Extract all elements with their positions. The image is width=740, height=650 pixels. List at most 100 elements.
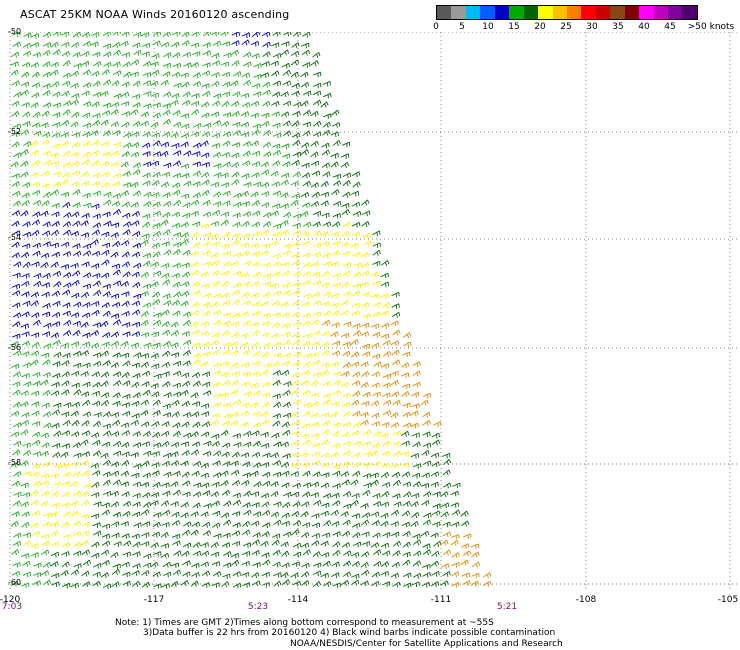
wind-barb <box>110 109 119 116</box>
wind-barb <box>341 332 350 339</box>
wind-barb <box>382 373 392 380</box>
wind-barb <box>52 373 61 379</box>
wind-barb <box>191 470 200 477</box>
wind-barb <box>311 319 320 326</box>
wind-barb <box>192 81 202 88</box>
wind-barb <box>291 420 301 427</box>
wind-barb <box>222 532 231 539</box>
wind-barb <box>280 541 289 548</box>
wind-barb <box>171 41 180 48</box>
wind-barb <box>430 581 440 588</box>
wind-barb <box>12 449 21 456</box>
wind-barb <box>223 52 232 59</box>
wind-barb <box>162 490 171 497</box>
wind-barb <box>160 552 170 559</box>
wind-barb <box>142 172 151 179</box>
wind-barb <box>242 320 251 327</box>
legend-tick-label: >50 knots <box>687 22 735 32</box>
wind-barb <box>132 231 141 237</box>
wind-barb <box>261 571 270 578</box>
wind-barb <box>261 229 270 236</box>
wind-barb <box>73 362 82 369</box>
wind-barb <box>352 323 361 329</box>
wind-barb <box>131 220 140 227</box>
wind-barb <box>162 71 171 78</box>
wind-barb <box>110 232 119 239</box>
wind-barb <box>342 421 351 428</box>
wind-barb <box>31 341 40 348</box>
wind-barb <box>131 59 140 66</box>
wind-barb <box>171 222 181 229</box>
wind-barb <box>362 313 371 320</box>
wind-barb <box>102 43 112 50</box>
wind-barb <box>331 221 341 228</box>
wind-barb <box>390 320 399 327</box>
wind-barb <box>292 501 301 508</box>
wind-barb <box>30 499 40 506</box>
wind-barb <box>51 221 60 227</box>
wind-barb <box>10 61 19 68</box>
wind-barb <box>280 111 290 118</box>
wind-barb <box>341 542 351 549</box>
wind-barb <box>152 140 161 147</box>
wind-barb <box>330 361 339 368</box>
wind-barb <box>190 251 199 257</box>
wind-barb <box>160 181 170 188</box>
wind-barb <box>370 479 379 486</box>
wind-barb <box>261 351 270 358</box>
wind-barb <box>22 362 31 368</box>
wind-barb <box>291 260 301 267</box>
wind-barb <box>142 131 151 138</box>
wind-barb <box>231 371 240 377</box>
wind-barb <box>211 132 221 139</box>
wind-barb <box>263 129 272 136</box>
wind-barb <box>170 132 179 139</box>
wind-barb <box>403 491 412 498</box>
wind-barb <box>32 431 41 438</box>
wind-barb <box>61 561 70 568</box>
wind-barb <box>191 521 201 528</box>
wind-barb <box>320 181 329 188</box>
wind-barb <box>330 131 339 138</box>
wind-barb <box>81 451 90 457</box>
wind-barb <box>281 62 290 69</box>
wind-barb <box>260 431 269 438</box>
wind-barb <box>102 490 112 497</box>
wind-barb <box>202 50 211 57</box>
wind-barb <box>140 320 149 327</box>
wind-barb <box>301 301 311 308</box>
wind-barb <box>151 391 160 398</box>
wind-barb <box>320 101 329 108</box>
wind-barb <box>22 261 31 268</box>
wind-barb <box>331 430 341 437</box>
wind-barb <box>50 61 59 68</box>
wind-barb <box>82 192 91 199</box>
wind-barb <box>132 563 141 569</box>
wind-barb <box>50 521 59 528</box>
wind-barb <box>200 403 210 409</box>
wind-barb <box>121 101 130 107</box>
wind-barb <box>82 141 91 148</box>
wind-barb <box>332 340 341 347</box>
wind-barb <box>282 352 292 359</box>
wind-barb <box>11 131 20 138</box>
wind-barb <box>80 220 89 227</box>
legend-tick-label: 45 <box>664 22 676 32</box>
wind-barb <box>83 483 92 489</box>
wind-barb <box>420 482 430 489</box>
wind-barb <box>271 111 280 118</box>
wind-barb <box>12 333 21 340</box>
wind-barb <box>92 80 101 87</box>
wind-barb <box>62 310 71 317</box>
wind-barb <box>380 501 389 508</box>
wind-barb <box>251 539 260 546</box>
wind-barb <box>13 152 22 159</box>
wind-barb <box>11 252 20 259</box>
wind-barb <box>313 71 322 78</box>
wind-barb <box>110 461 120 468</box>
wind-barb <box>13 91 22 98</box>
wind-barb <box>400 430 410 437</box>
wind-barb <box>172 569 182 576</box>
wind-barb <box>132 262 142 269</box>
wind-barb <box>163 201 172 208</box>
